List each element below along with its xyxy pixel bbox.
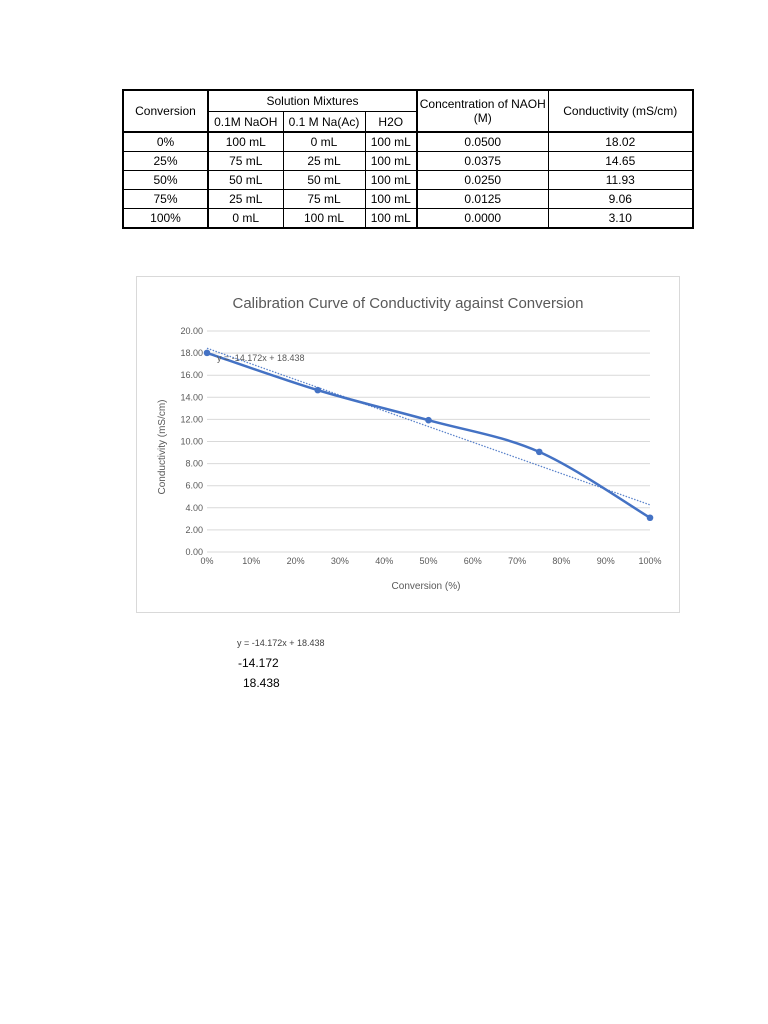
cell-naoh: 50 mL — [207, 170, 284, 190]
x-tick-label: 50% — [419, 556, 437, 566]
y-tick-label: 4.00 — [185, 503, 203, 513]
cell-naac: 50 mL — [282, 170, 366, 190]
x-tick-label: 10% — [242, 556, 260, 566]
header-naac: 0.1 M Na(Ac) — [282, 111, 366, 133]
y-tick-label: 2.00 — [185, 525, 203, 535]
cell-h2o: 100 mL — [364, 208, 418, 229]
x-tick-label: 0% — [200, 556, 213, 566]
cell-concentration: 0.0000 — [416, 208, 549, 229]
x-tick-label: 90% — [597, 556, 615, 566]
series-line — [206, 351, 651, 519]
data-point — [535, 448, 543, 456]
cell-conductivity: 9.06 — [547, 189, 694, 209]
gridlines — [207, 330, 650, 553]
data-table: Conversion Solution Mixtures Concentrati… — [122, 89, 695, 229]
y-tick-label: 0.00 — [185, 547, 203, 557]
cell-conversion: 50% — [122, 170, 209, 190]
intercept-value: 18.438 — [243, 676, 280, 690]
cell-conductivity: 3.10 — [547, 208, 694, 229]
y-tick-label: 12.00 — [180, 414, 203, 424]
y-tick-label: 10.00 — [180, 437, 203, 447]
data-point — [425, 416, 432, 424]
cell-concentration: 0.0125 — [416, 189, 549, 209]
cell-conversion: 75% — [122, 189, 209, 209]
trendline-label: y = -14.172x + 18.438 — [217, 353, 305, 363]
chart-title: Calibration Curve of Conductivity agains… — [232, 295, 583, 312]
cell-h2o: 100 mL — [364, 170, 418, 190]
header-solution-mixtures: Solution Mixtures — [207, 89, 418, 112]
cell-concentration: 0.0375 — [416, 151, 549, 171]
cell-conversion: 0% — [122, 131, 209, 152]
cell-conversion: 25% — [122, 151, 209, 171]
cell-naac: 25 mL — [282, 151, 366, 171]
cell-conductivity: 11.93 — [547, 170, 694, 190]
cell-h2o: 100 mL — [364, 189, 418, 209]
chart-area: Calibration Curve of Conductivity agains… — [136, 276, 680, 613]
cell-naoh: 0 mL — [207, 208, 284, 229]
table-row: 0% 100 mL 0 mL 100 mL 0.0500 18.02 — [122, 131, 694, 152]
header-concentration: Concentration of NAOH (M) — [416, 89, 549, 133]
y-tick-label: 20.00 — [180, 326, 203, 336]
x-tick-label: 30% — [331, 556, 349, 566]
table-row: 50% 50 mL 50 mL 100 mL 0.0250 11.93 — [122, 170, 694, 190]
x-tick-label: 70% — [508, 556, 526, 566]
data-point — [314, 386, 322, 394]
header-h2o: H2O — [364, 111, 418, 133]
table-row: 100% 0 mL 100 mL 100 mL 0.0000 3.10 — [122, 208, 694, 229]
y-tick-label: 14.00 — [180, 392, 203, 402]
cell-naoh: 75 mL — [207, 151, 284, 171]
cell-conductivity: 14.65 — [547, 151, 694, 171]
y-axis-label: Conductivity (mS/cm) — [157, 399, 168, 494]
cell-conductivity: 18.02 — [547, 131, 694, 152]
table-row: 25% 75 mL 25 mL 100 mL 0.0375 14.65 — [122, 151, 694, 171]
series-layer — [203, 347, 654, 522]
y-axis-ticks: 0.00 2.00 4.00 6.00 8.00 10.00 12.00 14.00 16.00… — [180, 326, 203, 557]
equation-text: y = -14.172x + 18.438 — [237, 638, 325, 648]
cell-h2o: 100 mL — [364, 131, 418, 152]
x-axis-label: Conversion (%) — [392, 581, 461, 592]
data-point — [646, 514, 654, 522]
slope-value: -14.172 — [238, 656, 279, 670]
cell-h2o: 100 mL — [364, 151, 418, 171]
header-conversion: Conversion — [122, 89, 209, 133]
cell-concentration: 0.0250 — [416, 170, 549, 190]
cell-concentration: 0.0500 — [416, 131, 549, 152]
cell-naac: 0 mL — [282, 131, 366, 152]
data-point — [203, 349, 211, 357]
header-naoh: 0.1M NaOH — [207, 111, 284, 133]
trendline — [206, 347, 651, 506]
y-tick-label: 6.00 — [185, 481, 203, 491]
x-tick-label: 20% — [287, 556, 305, 566]
x-tick-label: 100% — [638, 556, 661, 566]
y-tick-label: 8.00 — [185, 459, 203, 469]
cell-naoh: 25 mL — [207, 189, 284, 209]
table-row: 75% 25 mL 75 mL 100 mL 0.0125 9.06 — [122, 189, 694, 209]
x-axis-ticks: 0% 10% 20% 30% 40% 50% 60% 70% 80% 90% 100% — [200, 556, 661, 566]
x-tick-label: 60% — [464, 556, 482, 566]
cell-naac: 75 mL — [282, 189, 366, 209]
x-tick-label: 80% — [552, 556, 570, 566]
x-tick-label: 40% — [375, 556, 393, 566]
cell-naoh: 100 mL — [207, 131, 284, 152]
calibration-chart: Calibration Curve of Conductivity agains… — [157, 295, 662, 592]
cell-naac: 100 mL — [282, 208, 366, 229]
y-tick-label: 16.00 — [180, 370, 203, 380]
y-tick-label: 18.00 — [180, 348, 203, 358]
cell-conversion: 100% — [122, 208, 209, 229]
header-conductivity: Conductivity (mS/cm) — [547, 89, 694, 133]
